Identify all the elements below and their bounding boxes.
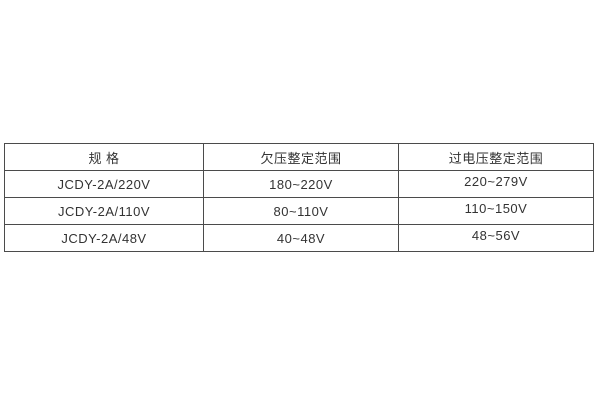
- model-value: JCDY-2A/220V: [57, 176, 151, 192]
- cell-model: JCDY-2A/110V: [4, 197, 204, 225]
- cell-undervoltage-range: 40~48V: [203, 224, 399, 252]
- undervoltage-value: 80~110V: [273, 203, 329, 219]
- cell-undervoltage-range: 80~110V: [203, 197, 399, 225]
- table-row: JCDY-2A/110V 80~110V 110~150V: [4, 197, 594, 225]
- table-row: JCDY-2A/48V 40~48V 48~56V: [4, 224, 594, 252]
- header-label-overvoltage-range: 过电压整定范围: [448, 150, 544, 166]
- overvoltage-value: 48~56V: [471, 227, 521, 243]
- model-value: JCDY-2A/48V: [61, 230, 147, 246]
- cell-model: JCDY-2A/48V: [4, 224, 204, 252]
- header-cell-overvoltage-range: 过电压整定范围: [398, 143, 594, 171]
- header-label-undervoltage-range: 欠压整定范围: [260, 150, 342, 166]
- header-cell-undervoltage-range: 欠压整定范围: [203, 143, 399, 171]
- table-row: JCDY-2A/220V 180~220V 220~279V: [4, 170, 594, 198]
- overvoltage-value: 220~279V: [464, 173, 528, 189]
- header-label-spec: 规 格: [88, 150, 120, 166]
- cell-undervoltage-range: 180~220V: [203, 170, 399, 198]
- header-row: 规 格 欠压整定范围 过电压整定范围: [4, 143, 594, 171]
- undervoltage-value: 180~220V: [269, 176, 333, 192]
- spec-table: 规 格 欠压整定范围 过电压整定范围 JCDY-2A/220V 180~220V…: [4, 143, 594, 252]
- header-cell-spec: 规 格: [4, 143, 204, 171]
- cell-model: JCDY-2A/220V: [4, 170, 204, 198]
- overvoltage-value: 110~150V: [464, 200, 528, 216]
- cell-overvoltage-range: 48~56V: [398, 224, 594, 252]
- undervoltage-value: 40~48V: [276, 230, 326, 246]
- cell-overvoltage-range: 220~279V: [398, 170, 594, 198]
- model-value: JCDY-2A/110V: [58, 203, 150, 219]
- cell-overvoltage-range: 110~150V: [398, 197, 594, 225]
